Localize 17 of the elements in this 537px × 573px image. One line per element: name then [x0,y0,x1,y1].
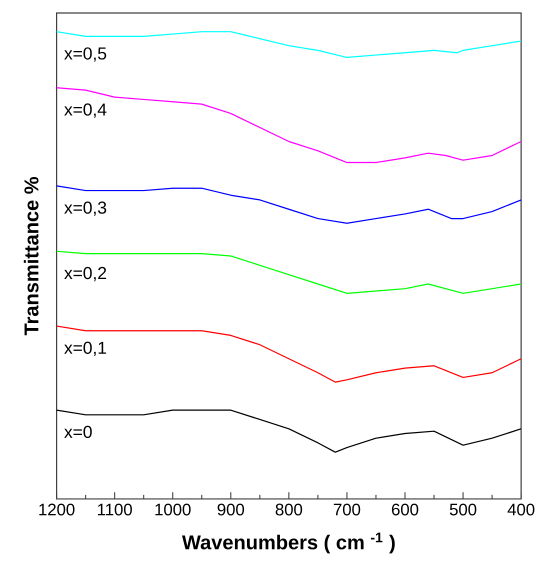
x-axis-title: Wavenumbers ( cm $^{-1}$ ) [182,532,395,554]
y-axis-title: Transmittance % [24,176,38,336]
x-tick-label: 1100 [98,504,132,516]
series-label: x=0,5 [64,47,106,62]
series-label: x=0 [64,426,92,438]
x-tick-label: 1200 [39,504,74,516]
series-label: x=0,4 [64,103,106,118]
series-label: x=0,2 [64,266,106,282]
x-tick-label: 500 [450,504,476,516]
x-tick-label: 900 [218,504,244,516]
x-tick-label: 700 [334,504,360,516]
x-tick-label: 800 [276,504,302,516]
series-label: x=0,3 [64,201,106,216]
x-tick-label: 600 [392,504,418,516]
series-label: x=0,1 [64,342,106,356]
x-tick-label: 400 [508,504,534,516]
x-tick-label: 1000 [155,504,191,516]
